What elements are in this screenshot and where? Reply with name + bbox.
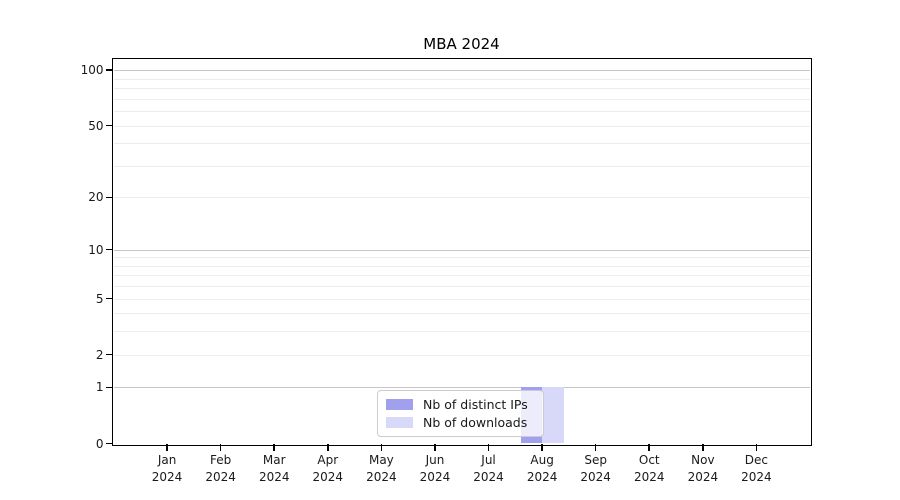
y-gridline-minor bbox=[113, 257, 810, 259]
y-gridline-major bbox=[113, 70, 810, 72]
y-axis-tick-label: 10 bbox=[88, 242, 104, 257]
x-axis-tick-label: Apr 2024 bbox=[312, 453, 344, 484]
y-gridline-minor bbox=[113, 313, 810, 315]
y-axis-tick bbox=[105, 297, 113, 300]
legend-entry-distinct-ips: Nb of distinct IPs bbox=[386, 397, 535, 412]
y-gridline-minor bbox=[113, 143, 810, 145]
x-axis-tick-label: Oct 2024 bbox=[633, 453, 665, 484]
x-axis-tick-label: Jan 2024 bbox=[151, 453, 183, 484]
x-axis-tick-label: Sep 2024 bbox=[580, 453, 611, 484]
y-gridline-minor bbox=[113, 78, 810, 80]
y-gridline-minor bbox=[113, 286, 810, 288]
chart-title: MBA 2024 bbox=[423, 35, 500, 53]
y-axis-tick-label: 50 bbox=[88, 118, 104, 133]
y-axis-tick-label: 2 bbox=[95, 347, 104, 362]
y-axis-tick-label: 0 bbox=[95, 436, 104, 451]
y-gridline-minor bbox=[113, 98, 810, 100]
y-gridline-minor bbox=[113, 275, 810, 277]
y-axis-tick bbox=[105, 248, 113, 251]
x-axis-tick bbox=[166, 444, 168, 451]
y-axis-tick bbox=[105, 442, 113, 445]
x-axis-tick-label: Jun 2024 bbox=[419, 453, 451, 484]
bar-downloads bbox=[542, 387, 564, 444]
x-axis-tick-label: Mar 2024 bbox=[258, 453, 290, 484]
legend-swatch-downloads-icon bbox=[386, 417, 413, 429]
y-axis-tick-label: 5 bbox=[95, 291, 104, 306]
y-gridline-minor bbox=[113, 111, 810, 113]
legend-label-distinct-ips: Nb of distinct IPs bbox=[423, 396, 528, 412]
y-gridline-minor bbox=[113, 88, 810, 90]
y-gridline-minor bbox=[113, 165, 810, 167]
x-axis-tick-label: Dec 2024 bbox=[741, 453, 772, 484]
plot-area bbox=[112, 57, 812, 446]
y-gridline-major bbox=[113, 387, 810, 389]
x-axis-tick bbox=[702, 444, 704, 451]
x-axis-tick bbox=[434, 444, 436, 451]
x-axis-tick-label: Aug 2024 bbox=[526, 453, 558, 484]
x-axis-tick bbox=[648, 444, 651, 451]
x-axis-tick-label: Jul 2024 bbox=[473, 453, 504, 484]
y-gridline-major bbox=[113, 249, 810, 251]
x-axis-tick bbox=[755, 444, 758, 451]
x-axis-tick bbox=[541, 444, 543, 451]
y-axis-tick-label: 20 bbox=[88, 190, 104, 205]
y-gridline-minor bbox=[113, 354, 810, 356]
y-axis-tick bbox=[105, 196, 113, 199]
x-axis-tick bbox=[380, 444, 383, 451]
x-axis-tick bbox=[273, 444, 276, 451]
y-gridline-minor bbox=[113, 265, 810, 267]
y-axis-tick bbox=[105, 353, 113, 356]
x-axis-tick-label: May 2024 bbox=[366, 453, 397, 484]
legend-swatch-distinct-ips-icon bbox=[386, 398, 413, 410]
y-axis-tick bbox=[105, 124, 113, 127]
y-axis-tick-label: 100 bbox=[80, 63, 104, 78]
x-axis-tick bbox=[219, 444, 222, 451]
y-axis-tick bbox=[105, 386, 113, 389]
x-axis-tick bbox=[594, 444, 597, 451]
y-gridline-minor bbox=[113, 331, 810, 333]
x-axis-tick bbox=[487, 444, 490, 451]
x-axis-tick-label: Feb 2024 bbox=[205, 453, 236, 484]
legend-label-downloads: Nb of downloads bbox=[423, 415, 528, 431]
legend-entry-downloads: Nb of downloads bbox=[386, 415, 535, 430]
y-axis-tick-label: 1 bbox=[95, 380, 104, 395]
legend: Nb of distinct IPs Nb of downloads bbox=[377, 390, 544, 437]
y-gridline-minor bbox=[113, 197, 810, 199]
y-axis-tick bbox=[105, 69, 113, 72]
x-axis-tick bbox=[327, 444, 329, 451]
y-gridline-minor bbox=[113, 298, 810, 300]
y-gridline-minor bbox=[113, 125, 810, 127]
x-axis-tick-label: Nov 2024 bbox=[687, 453, 719, 484]
